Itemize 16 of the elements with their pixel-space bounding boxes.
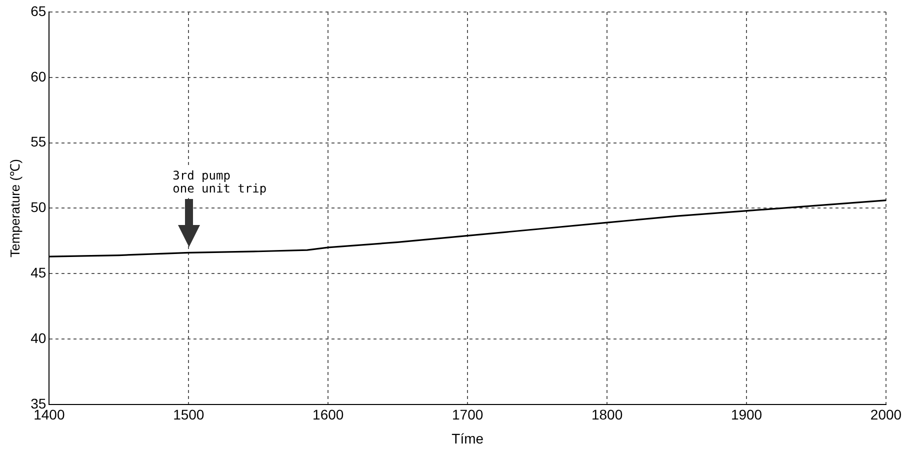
- y-tick-label: 55: [30, 134, 46, 150]
- x-tick-label: 1800: [591, 406, 623, 423]
- annotation: 3rd pump one unit trip: [172, 168, 267, 196]
- y-tick-label: 45: [30, 264, 46, 280]
- y-tick-label: 40: [30, 330, 46, 346]
- y-tick-label: 65: [30, 2, 46, 19]
- x-tick-label: 1600: [312, 406, 344, 423]
- y-tick-label: 35: [30, 395, 46, 412]
- x-axis-title: Tíme: [452, 430, 484, 446]
- x-tick-label: 1500: [173, 406, 204, 423]
- y-axis-title: Temperature (℃): [7, 159, 22, 258]
- x-tick-label: 2000: [870, 406, 902, 423]
- y-tick-label: 50: [30, 199, 46, 216]
- y-tick-label: 60: [30, 68, 46, 84]
- x-tick-label: 1700: [452, 406, 484, 423]
- x-tick-label: 1900: [730, 406, 762, 423]
